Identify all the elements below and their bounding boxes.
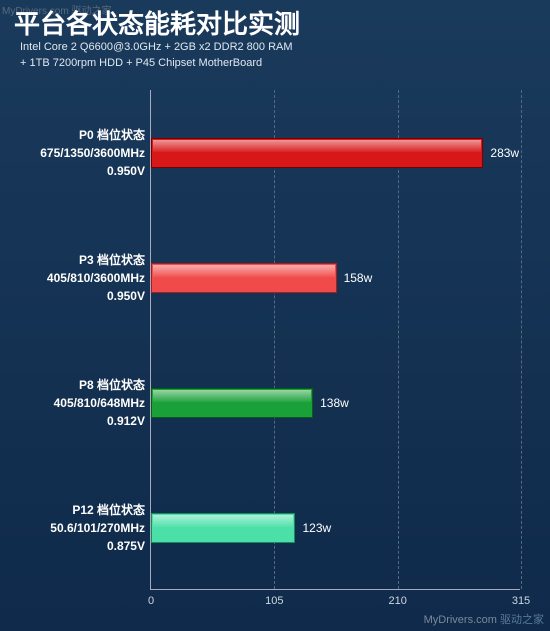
y-axis-label: P3 档位状态 405/810/3600MHz 0.950V bbox=[0, 251, 145, 305]
watermark-br-en: MyDrivers.com bbox=[424, 614, 497, 626]
x-tick-label: 315 bbox=[512, 595, 530, 607]
chart-row: P12 档位状态 50.6/101/270MHz 0.875V 123w bbox=[0, 465, 550, 590]
chart-row: P8 档位状态 405/810/648MHz 0.912V 138w bbox=[0, 340, 550, 465]
ylabel-line1: P12 档位状态 bbox=[72, 503, 145, 517]
ylabel-line1: P8 档位状态 bbox=[79, 378, 145, 392]
y-axis-label: P12 档位状态 50.6/101/270MHz 0.875V bbox=[0, 501, 145, 555]
chart-row: P0 档位状态 675/1350/3600MHz 0.950V 283w bbox=[0, 90, 550, 215]
bar-shine bbox=[153, 515, 293, 528]
bar-value-label: 283w bbox=[490, 146, 519, 160]
chart-subtitle-line2: + 1TB 7200rpm HDD + P45 Chipset MotherBo… bbox=[20, 56, 262, 71]
x-tick-label: 105 bbox=[265, 595, 283, 607]
bar-wrap: 158w bbox=[151, 263, 337, 293]
x-tick-label: 0 bbox=[148, 595, 154, 607]
bar-wrap: 138w bbox=[151, 388, 313, 418]
bar: 283w bbox=[151, 138, 483, 168]
ylabel-line3: 0.912V bbox=[107, 414, 145, 428]
bar-shine bbox=[153, 265, 335, 278]
bar-chart: 0 105 210 315 P0 档位状态 675/1350/3600MHz 0.950V… bbox=[0, 90, 550, 610]
bar-wrap: 123w bbox=[151, 513, 295, 543]
ylabel-line3: 0.950V bbox=[107, 289, 145, 303]
ylabel-line1: P0 档位状态 bbox=[79, 128, 145, 142]
chart-subtitle-line1: Intel Core 2 Q6600@3.0GHz + 2GB x2 DDR2 … bbox=[20, 40, 293, 55]
bar: 158w bbox=[151, 263, 337, 293]
bar-value-label: 138w bbox=[320, 396, 349, 410]
ylabel-line2: 405/810/648MHz bbox=[54, 396, 145, 410]
bar-value-label: 158w bbox=[344, 271, 373, 285]
bar-value-label: 123w bbox=[302, 521, 331, 535]
bar-wrap: 283w bbox=[151, 138, 483, 168]
y-axis-label: P0 档位状态 675/1350/3600MHz 0.950V bbox=[0, 126, 145, 180]
ylabel-line1: P3 档位状态 bbox=[79, 253, 145, 267]
bar: 138w bbox=[151, 388, 313, 418]
bar-shine bbox=[153, 390, 311, 403]
chart-title: 平台各状态能耗对比实测 bbox=[14, 4, 300, 41]
ylabel-line2: 675/1350/3600MHz bbox=[40, 146, 145, 160]
bar-shine bbox=[153, 140, 481, 153]
bar: 123w bbox=[151, 513, 295, 543]
ylabel-line2: 50.6/101/270MHz bbox=[50, 521, 145, 535]
watermark-bottom-right: MyDrivers.com 驱动之家 bbox=[424, 611, 544, 627]
ylabel-line2: 405/810/3600MHz bbox=[47, 271, 145, 285]
watermark-br-cn: 驱动之家 bbox=[500, 614, 544, 626]
y-axis-label: P8 档位状态 405/810/648MHz 0.912V bbox=[0, 376, 145, 430]
chart-row: P3 档位状态 405/810/3600MHz 0.950V 158w bbox=[0, 215, 550, 340]
ylabel-line3: 0.875V bbox=[107, 539, 145, 553]
x-tick-label: 210 bbox=[388, 595, 406, 607]
ylabel-line3: 0.950V bbox=[107, 164, 145, 178]
